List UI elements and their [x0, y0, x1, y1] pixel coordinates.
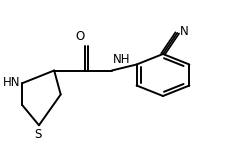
- Text: HN: HN: [2, 76, 20, 89]
- Text: N: N: [180, 25, 189, 38]
- Text: S: S: [34, 128, 42, 141]
- Text: NH: NH: [113, 53, 130, 66]
- Text: O: O: [75, 30, 84, 43]
